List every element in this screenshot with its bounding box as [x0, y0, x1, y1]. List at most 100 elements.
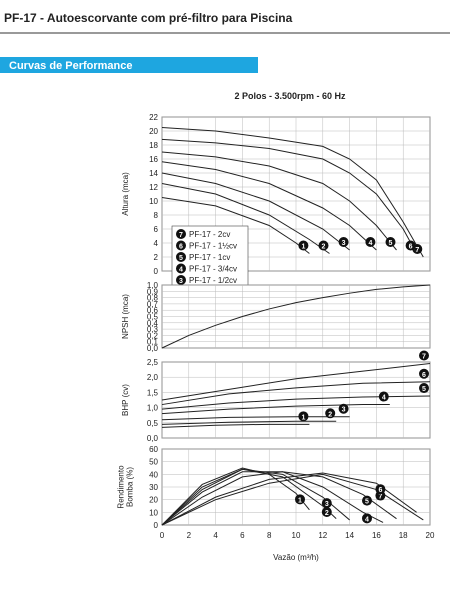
series-marker-label: 3: [179, 278, 183, 285]
series-marker: [419, 350, 429, 361]
y-tick-label: 60: [149, 445, 158, 454]
y-tick-label: 30: [149, 483, 158, 492]
y-axis-label: Rendimento: [117, 465, 126, 509]
series-marker-label: 5: [365, 499, 369, 506]
y-tick-label: 12: [149, 183, 158, 192]
series-marker-label: 1: [301, 414, 305, 421]
y-tick-label: 0: [154, 521, 159, 530]
y-tick-label: 0,0: [147, 434, 159, 443]
y-tick-label: 16: [149, 155, 158, 164]
series-marker-label: 6: [409, 244, 413, 251]
section-banner: [0, 57, 258, 73]
y-tick-label: 2,5: [147, 358, 159, 367]
series-marker: [362, 495, 372, 506]
series-marker: [298, 411, 309, 422]
series-marker: [176, 252, 186, 262]
series-marker: [375, 484, 386, 495]
legend-label: PF-17 - 1cv: [189, 253, 230, 262]
series-marker-label: 7: [422, 354, 426, 361]
series-marker-label: 7: [378, 494, 382, 501]
series-marker: [321, 498, 332, 509]
y-tick-label: 20: [149, 496, 158, 505]
series-marker-label: 4: [365, 516, 369, 523]
page-title: PF-17 - Autoescorvante com pré-filtro pa…: [4, 11, 293, 25]
y-axis-label: Bomba (%): [126, 467, 135, 507]
series-marker-label: 3: [342, 407, 346, 414]
section-title: Curvas de Performance: [9, 60, 133, 72]
y-axis-label: Altura (mca): [121, 172, 130, 216]
series-line: [161, 420, 337, 425]
series-marker-label: 6: [422, 372, 426, 379]
series-marker-label: 4: [179, 267, 183, 274]
y-tick-label: 22: [149, 113, 158, 122]
series-line: [161, 172, 350, 251]
series-marker: [338, 237, 349, 247]
y-tick-label: 10: [149, 508, 158, 517]
y-tick-label: 1,5: [147, 388, 159, 397]
series-marker: [419, 368, 429, 379]
legend-label: PF-17 - 1½cv: [189, 242, 237, 251]
y-tick-label: 0,5: [147, 313, 159, 322]
y-axis-label: BHP (cv): [121, 384, 130, 416]
series-line: [161, 183, 330, 254]
series-marker: [405, 240, 416, 251]
series-marker: [176, 275, 186, 285]
series-marker-label: 3: [342, 240, 346, 247]
series-marker: [378, 391, 389, 402]
y-tick-label: 18: [149, 141, 158, 150]
y-tick-label: 50: [149, 458, 158, 467]
series-marker-label: 5: [422, 386, 426, 393]
series-line: [161, 127, 424, 258]
y-tick-label: 4: [154, 239, 159, 248]
series-marker-label: 2: [325, 510, 329, 517]
y-tick-label: 40: [149, 470, 158, 479]
x-tick-label: 16: [372, 531, 381, 540]
y-tick-label: 0,1: [147, 338, 159, 347]
legend-label: PF-17 - 2cv: [189, 230, 230, 239]
y-tick-label: 6: [154, 225, 159, 234]
series-line: [161, 138, 418, 254]
series-marker: [419, 383, 429, 394]
y-tick-label: 1,0: [147, 281, 159, 290]
series-marker-label: 3: [325, 501, 329, 508]
y-tick-label: 20: [149, 127, 158, 136]
x-tick-label: 10: [292, 531, 301, 540]
series-marker-label: 4: [382, 395, 386, 402]
series-marker-label: 7: [179, 232, 183, 239]
x-axis-label: Vazão (m³/h): [273, 553, 319, 562]
y-tick-label: 0,4: [147, 319, 159, 328]
series-marker-label: 2: [322, 244, 326, 251]
series-marker-label: 6: [378, 487, 382, 494]
x-tick-label: 12: [318, 531, 327, 540]
series-marker: [385, 237, 396, 247]
y-tick-label: 0,0: [147, 344, 159, 353]
y-tick-label: 0,8: [147, 294, 159, 303]
series-line: [161, 151, 397, 251]
chart-subtitle: 2 Polos - 3.500rpm - 60 Hz: [234, 91, 346, 101]
series-marker-label: 1: [298, 497, 302, 504]
y-tick-label: 0,7: [147, 300, 159, 309]
x-tick-label: 2: [187, 531, 192, 540]
series-marker: [365, 237, 376, 247]
series-marker: [325, 408, 336, 419]
series-marker: [176, 240, 186, 251]
series-line: [161, 284, 431, 349]
series-marker-label: 1: [301, 244, 305, 251]
x-tick-label: 18: [399, 531, 408, 540]
series-marker-label: 7: [415, 247, 419, 254]
y-tick-label: 0,6: [147, 306, 159, 315]
y-tick-label: 14: [149, 169, 158, 178]
series-line: [161, 423, 310, 428]
series-line: [161, 471, 384, 526]
x-tick-label: 6: [240, 531, 245, 540]
series-marker: [362, 513, 372, 524]
y-tick-label: 2,0: [147, 373, 159, 382]
series-marker: [318, 240, 329, 251]
y-tick-label: 0,9: [147, 287, 159, 296]
legend-label: PF-17 - 3/4cv: [189, 265, 237, 274]
y-tick-label: 0,3: [147, 325, 159, 334]
y-tick-label: 10: [149, 197, 158, 206]
series-line: [161, 363, 431, 401]
y-tick-label: 0: [154, 267, 159, 276]
